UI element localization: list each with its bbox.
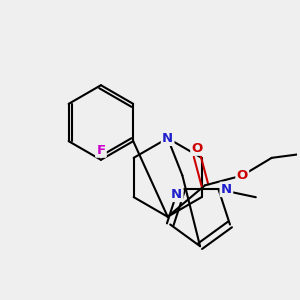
Text: O: O [237, 169, 248, 182]
Text: N: N [221, 183, 232, 196]
Text: N: N [171, 188, 182, 201]
Text: N: N [162, 132, 173, 145]
Text: F: F [96, 143, 106, 157]
Text: O: O [191, 142, 203, 154]
